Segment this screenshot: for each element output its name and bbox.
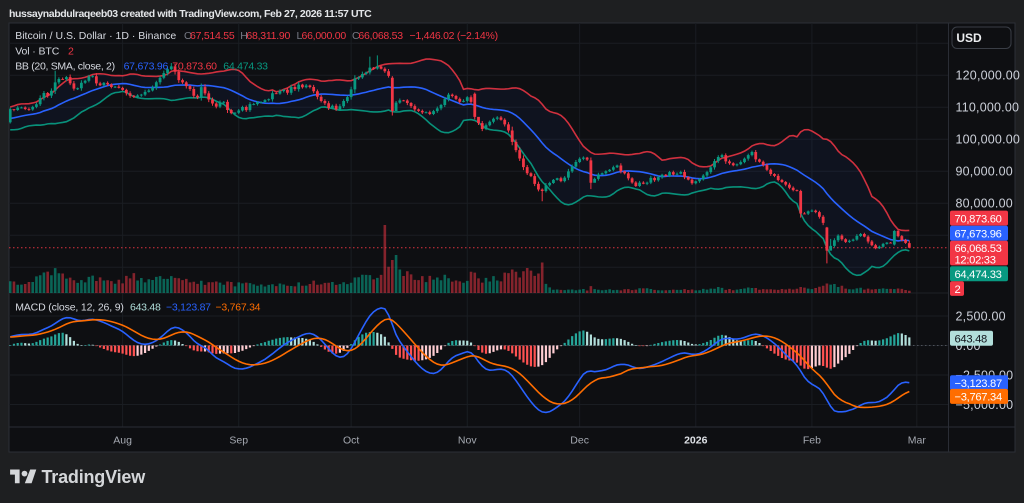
svg-text:67,514.55: 67,514.55 [190,30,235,42]
svg-text:USD: USD [956,31,982,45]
svg-text:MACD (close, 12, 26, 9): MACD (close, 12, 26, 9) [15,301,124,313]
svg-text:Mar: Mar [908,435,927,447]
svg-text:Dec: Dec [570,435,589,447]
svg-text:−1,446.02 (−2.14%): −1,446.02 (−2.14%) [410,30,498,42]
svg-text:80,000.00: 80,000.00 [956,197,1013,211]
svg-text:BB (20, SMA, close, 2): BB (20, SMA, close, 2) [15,61,115,73]
svg-text:90,000.00: 90,000.00 [956,165,1013,179]
svg-text:TradingView: TradingView [42,467,147,487]
svg-text:Nov: Nov [458,435,477,447]
svg-text:Bitcoin / U.S. Dollar · 1D · B: Bitcoin / U.S. Dollar · 1D · Binance [15,30,176,42]
svg-text:Aug: Aug [113,435,132,447]
svg-text:12:02:33: 12:02:33 [955,254,996,266]
svg-text:110,000.00: 110,000.00 [956,101,1020,115]
svg-text:2,500.00: 2,500.00 [956,309,1006,323]
svg-text:C: C [352,30,360,42]
svg-text:64,474.33: 64,474.33 [223,61,268,73]
svg-text:−3,767.34: −3,767.34 [955,392,1002,404]
svg-text:Sep: Sep [229,435,248,447]
svg-text:−3,123.87: −3,123.87 [955,378,1002,390]
svg-text:67,673.96: 67,673.96 [955,228,1002,240]
svg-text:−3,123.87: −3,123.87 [166,301,211,313]
svg-text:2: 2 [68,46,74,58]
svg-text:−3,767.34: −3,767.34 [216,301,261,313]
svg-text:66,068.53: 66,068.53 [358,30,403,42]
svg-text:66,000.00: 66,000.00 [302,30,347,42]
svg-text:643.48: 643.48 [130,301,161,313]
svg-text:Vol · BTC: Vol · BTC [15,46,60,58]
svg-text:70,873.60: 70,873.60 [172,61,217,73]
svg-text:100,000.00: 100,000.00 [956,133,1021,147]
svg-text:O: O [184,30,192,42]
svg-text:66,068.53: 66,068.53 [955,243,1002,255]
svg-text:70,873.60: 70,873.60 [955,213,1002,225]
svg-text:H: H [240,30,247,42]
svg-text:2: 2 [955,284,961,296]
svg-text:643.48: 643.48 [955,334,987,346]
svg-text:L: L [297,30,303,42]
svg-text:Oct: Oct [343,435,359,447]
svg-text:67,673.96: 67,673.96 [124,61,169,73]
svg-text:2026: 2026 [684,435,708,447]
svg-text:120,000.00: 120,000.00 [956,69,1021,83]
svg-text:68,311.90: 68,311.90 [246,30,290,42]
svg-text:Feb: Feb [803,435,821,447]
svg-text:64,474.33: 64,474.33 [955,269,1002,281]
svg-text:hussaynabdulraqeeb03 created w: hussaynabdulraqeeb03 created with Tradin… [9,8,372,20]
